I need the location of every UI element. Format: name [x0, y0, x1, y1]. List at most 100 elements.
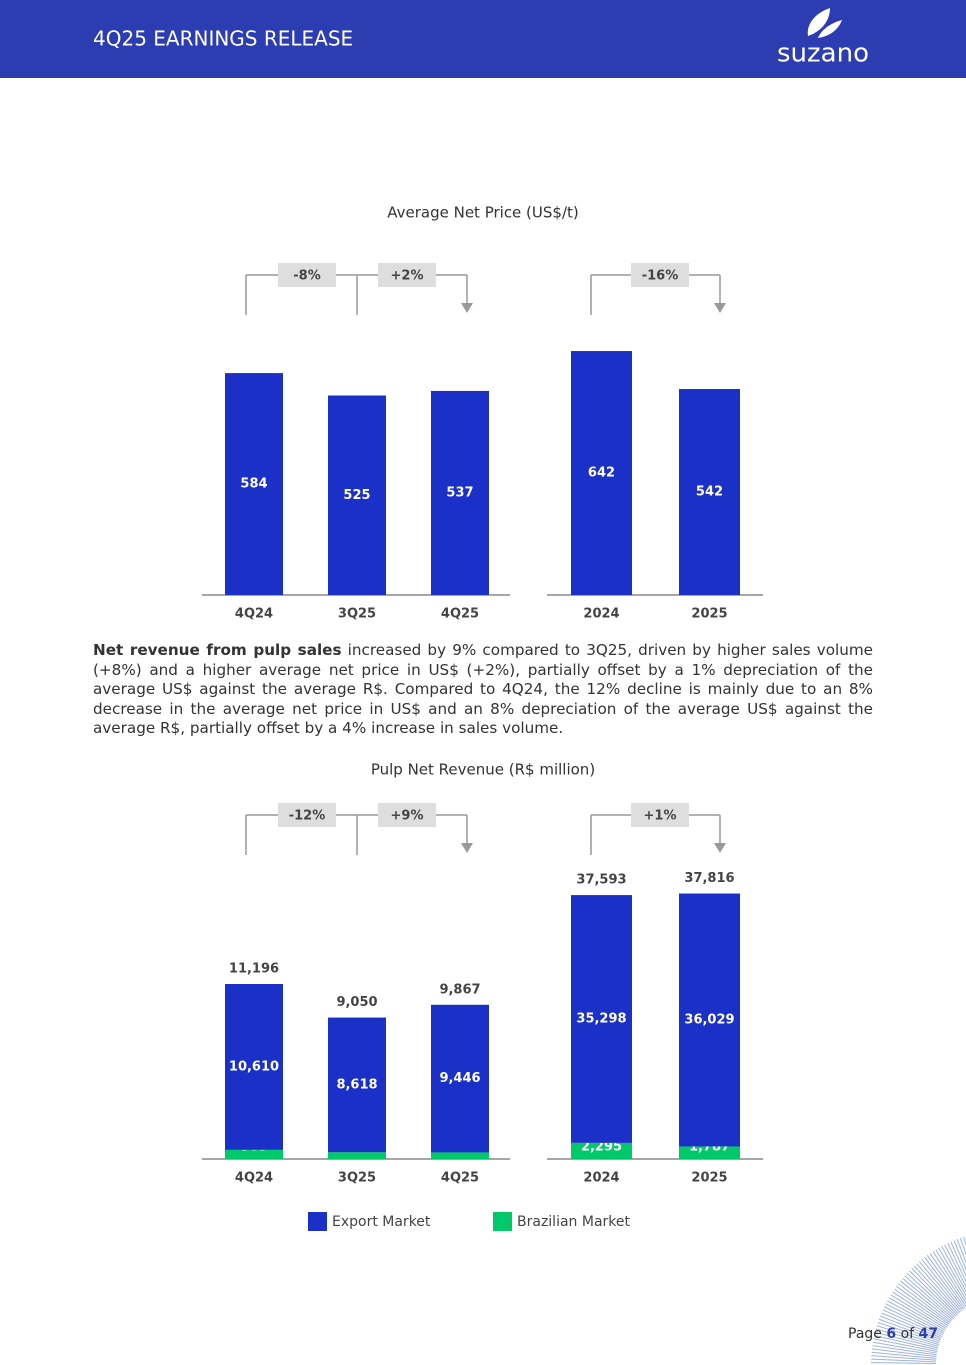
change-box	[378, 803, 436, 827]
paragraph-bold: Net revenue from pulp sales	[93, 641, 342, 659]
deco-ray	[950, 1241, 966, 1277]
x-tick-label: 2025	[691, 607, 727, 622]
bar-segment	[328, 1152, 386, 1159]
value-label: 8,618	[336, 1077, 377, 1092]
bracket-arrow	[461, 843, 473, 853]
total-label: 11,196	[229, 962, 279, 977]
deco-ray	[892, 1291, 948, 1328]
bracket-arrow	[461, 303, 473, 313]
header-title: 4Q25 EARNINGS RELEASE	[93, 27, 353, 51]
legend-label: Brazilian Market	[517, 1214, 630, 1230]
corner-decoration	[871, 1236, 966, 1365]
deco-ray	[911, 1267, 958, 1316]
total-label: 37,593	[576, 873, 626, 888]
x-tick-label: 2024	[583, 607, 619, 622]
deco-ray	[921, 1259, 963, 1311]
deco-ray	[885, 1303, 944, 1334]
deco-ray	[872, 1345, 937, 1356]
bar-segment	[431, 1004, 489, 1153]
bar-segment	[328, 1017, 386, 1153]
value-label: 10,610	[229, 1059, 279, 1074]
deco-ray	[904, 1275, 954, 1320]
deco-ray	[877, 1322, 940, 1344]
page-total: 47	[919, 1326, 938, 1342]
logo-mark	[807, 8, 842, 38]
change-label: -16%	[642, 269, 679, 284]
change-label: +9%	[391, 809, 424, 824]
deco-ray	[888, 1297, 946, 1331]
deco-ray	[906, 1272, 956, 1318]
change-box	[278, 803, 336, 827]
x-tick-label: 4Q24	[235, 1171, 273, 1186]
page-word: Page	[848, 1326, 882, 1342]
deco-ray	[897, 1283, 951, 1324]
total-label: 9,867	[439, 982, 480, 997]
header-band	[0, 0, 966, 78]
deco-ray	[875, 1328, 939, 1347]
change-label: -12%	[289, 809, 326, 824]
deco-ray	[929, 1253, 966, 1308]
value-label: 525	[343, 488, 370, 503]
bar	[328, 395, 386, 595]
change-box	[631, 263, 689, 287]
deco-ray	[894, 1288, 949, 1327]
bar	[679, 389, 740, 595]
page-current: 6	[886, 1326, 896, 1342]
deco-ray	[871, 1355, 937, 1361]
page-of: of	[901, 1326, 916, 1342]
change-box	[378, 263, 436, 287]
legend-swatch	[493, 1212, 512, 1231]
deco-ray	[876, 1325, 940, 1346]
total-label: 37,816	[684, 871, 734, 886]
deco-ray	[871, 1358, 937, 1363]
deco-ray	[902, 1277, 953, 1321]
bar	[431, 390, 489, 595]
bracket-arrow	[714, 843, 726, 853]
bar-segment	[225, 984, 283, 1150]
deco-ray	[941, 1246, 966, 1293]
bar-segment	[571, 895, 632, 1143]
deco-ray	[887, 1300, 945, 1333]
deco-ray	[871, 1348, 937, 1358]
change-label: +2%	[391, 269, 424, 284]
deco-ray	[947, 1242, 966, 1283]
deco-ray	[883, 1306, 944, 1336]
deco-ray	[882, 1309, 943, 1337]
page-number: Page 6 of 47	[848, 1326, 938, 1342]
deco-ray	[908, 1270, 957, 1317]
deco-ray	[878, 1318, 941, 1342]
deco-ray	[900, 1280, 952, 1322]
logo-text: suzano	[777, 39, 869, 69]
deco-ray	[956, 1238, 966, 1264]
deco-ray	[895, 1285, 950, 1325]
bar-segment	[431, 1152, 489, 1159]
deco-ray	[874, 1331, 939, 1349]
deco-ray	[959, 1237, 966, 1256]
deco-ray	[932, 1251, 966, 1304]
x-tick-label: 4Q25	[441, 1171, 479, 1186]
deco-ray	[924, 1256, 965, 1310]
deco-ray	[874, 1335, 938, 1351]
x-tick-label: 2024	[583, 1171, 619, 1186]
value-label: 36,029	[684, 1012, 734, 1027]
deco-ray	[944, 1244, 966, 1288]
bar	[225, 373, 283, 595]
bar	[571, 351, 632, 595]
value-label: 642	[588, 466, 615, 481]
deco-ray	[913, 1265, 959, 1315]
value-label: 542	[696, 485, 723, 500]
deco-ray	[879, 1315, 941, 1341]
change-box	[278, 263, 336, 287]
deco-ray	[916, 1263, 961, 1313]
value-label: 2,295	[581, 1140, 622, 1155]
x-tick-label: 4Q24	[235, 607, 273, 622]
legend-label: Export Market	[332, 1214, 431, 1230]
chart-title: Pulp Net Revenue (R$ million)	[371, 761, 595, 779]
bar-segment	[679, 893, 740, 1147]
x-tick-label: 4Q25	[441, 607, 479, 622]
change-box	[631, 803, 689, 827]
bar-segment	[679, 1146, 740, 1159]
change-label: -8%	[293, 269, 320, 284]
bar-segment	[571, 1142, 632, 1159]
